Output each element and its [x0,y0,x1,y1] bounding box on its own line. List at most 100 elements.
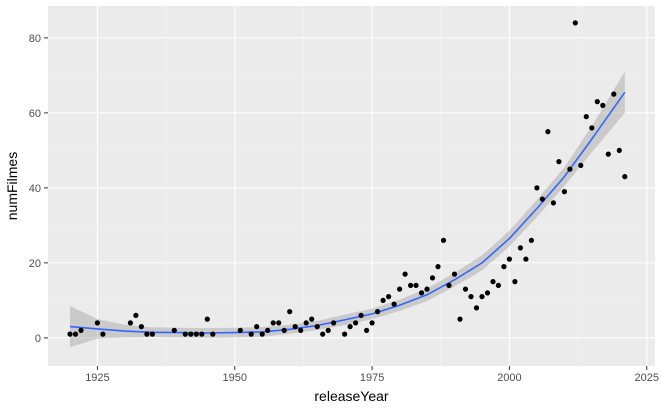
smooth-trend-line [69,91,626,334]
data-point [550,200,557,206]
data-point [287,309,293,315]
data-point [320,331,326,337]
data-point [303,320,309,326]
data-point [402,271,408,277]
plot-panel [48,6,655,366]
y-tick-label: 0 [35,333,41,345]
data-point [424,286,430,292]
data-point [583,114,589,120]
x-tick-label: 1950 [223,372,247,384]
data-point [100,331,106,337]
y-tick-label: 40 [29,183,41,195]
data-point [281,327,287,333]
data-point [468,294,474,300]
data-point [270,320,276,326]
data-point [353,320,359,326]
data-point [556,159,562,165]
data-point [133,312,139,318]
data-point [600,102,606,108]
x-axis-ticks: 1925 1950 1975 2000 2025 [85,366,659,384]
data-point [127,320,133,326]
data-point [237,327,243,333]
data-point [490,279,496,285]
data-point [561,189,568,195]
y-axis-ticks: 0 20 40 60 80 [29,33,48,345]
data-point [210,331,216,337]
data-point [512,279,518,285]
data-point [171,327,177,333]
data-point [375,309,381,315]
data-point [248,331,254,337]
data-point [199,331,205,337]
data-point [204,316,210,322]
data-point [594,99,600,105]
data-point [589,125,595,131]
data-point [501,264,507,270]
data-point [523,256,529,262]
y-tick-label: 60 [29,108,41,120]
data-point [451,271,458,277]
data-point [265,327,271,333]
data-point [517,245,524,251]
data-point [611,91,617,97]
data-point [418,290,425,296]
data-point [397,286,403,292]
data-point [325,327,331,333]
data-point [534,185,540,191]
data-point [380,297,386,303]
data-point [182,331,188,337]
data-point [144,331,150,337]
data-point [149,331,155,337]
data-point [495,282,501,288]
data-point [578,162,584,168]
data-point [364,327,370,333]
data-point [408,282,414,288]
data-points [67,20,628,337]
data-point [347,324,353,330]
data-point [479,294,485,300]
data-point [622,174,628,180]
data-point [391,301,397,307]
data-point [413,282,419,288]
data-point [446,282,452,288]
data-point [138,324,144,330]
data-point [94,320,100,326]
data-point [435,264,441,270]
x-tick-label: 2000 [497,372,521,384]
x-axis-title: releaseYear [314,388,389,404]
data-point [506,256,512,262]
y-tick-label: 20 [29,258,41,270]
x-tick-label: 1975 [360,372,384,384]
data-point [276,320,282,326]
x-tick-label: 1925 [85,372,109,384]
data-point [298,327,304,333]
data-point [259,331,265,337]
data-point [193,331,199,337]
data-point [429,275,436,281]
data-point [440,237,447,243]
data-point [572,20,578,26]
data-point [473,305,480,311]
data-point [457,316,463,322]
data-point [254,324,260,330]
data-point [314,324,320,330]
x-tick-label: 2025 [635,372,659,384]
data-point [567,166,573,172]
data-point [342,331,348,337]
data-point [605,151,611,157]
data-point [484,290,491,296]
major-gridlines [48,6,655,366]
data-point [386,294,392,300]
y-tick-label: 80 [29,33,41,45]
data-point [331,320,337,326]
data-point [67,331,73,337]
data-point [188,331,194,337]
data-point [616,147,622,153]
data-point [462,286,469,292]
minor-gridlines [48,6,655,366]
data-point [78,327,84,333]
data-point [539,196,546,202]
data-point [358,312,364,318]
data-point [369,320,375,326]
